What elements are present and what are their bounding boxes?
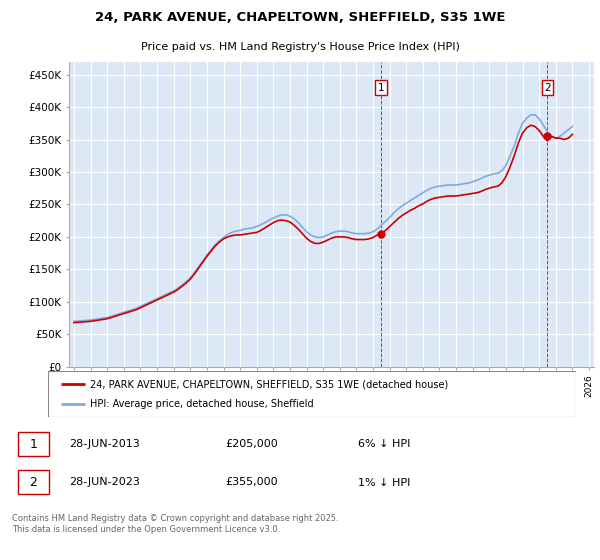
Text: 28-JUN-2013: 28-JUN-2013 bbox=[70, 439, 140, 449]
Text: 2: 2 bbox=[29, 476, 37, 489]
Text: 6% ↓ HPI: 6% ↓ HPI bbox=[358, 439, 410, 449]
Text: Contains HM Land Registry data © Crown copyright and database right 2025.
This d: Contains HM Land Registry data © Crown c… bbox=[12, 514, 338, 534]
Text: £205,000: £205,000 bbox=[225, 439, 278, 449]
FancyBboxPatch shape bbox=[18, 470, 49, 494]
Text: 1: 1 bbox=[378, 82, 385, 92]
Text: 1% ↓ HPI: 1% ↓ HPI bbox=[358, 478, 410, 488]
Text: 1: 1 bbox=[29, 438, 37, 451]
Text: 24, PARK AVENUE, CHAPELTOWN, SHEFFIELD, S35 1WE (detached house): 24, PARK AVENUE, CHAPELTOWN, SHEFFIELD, … bbox=[90, 379, 448, 389]
Text: 2: 2 bbox=[544, 82, 551, 92]
Text: £355,000: £355,000 bbox=[225, 478, 278, 488]
Text: 28-JUN-2023: 28-JUN-2023 bbox=[70, 478, 140, 488]
Text: HPI: Average price, detached house, Sheffield: HPI: Average price, detached house, Shef… bbox=[90, 399, 314, 409]
Text: Price paid vs. HM Land Registry's House Price Index (HPI): Price paid vs. HM Land Registry's House … bbox=[140, 42, 460, 52]
FancyBboxPatch shape bbox=[18, 432, 49, 456]
Text: 24, PARK AVENUE, CHAPELTOWN, SHEFFIELD, S35 1WE: 24, PARK AVENUE, CHAPELTOWN, SHEFFIELD, … bbox=[95, 11, 505, 24]
